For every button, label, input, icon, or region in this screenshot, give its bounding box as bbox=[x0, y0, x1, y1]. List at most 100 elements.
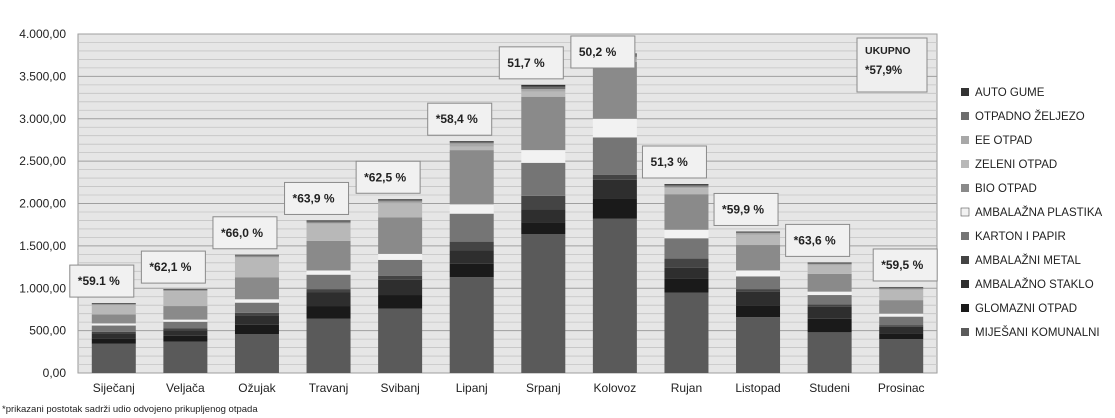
bar-segment bbox=[736, 317, 781, 373]
bar-segment bbox=[449, 263, 494, 278]
legend-swatch bbox=[961, 88, 969, 96]
legend-swatch bbox=[960, 207, 970, 217]
y-tick-label: 500,00 bbox=[29, 324, 66, 338]
y-tick-label: 3.500,00 bbox=[19, 69, 66, 83]
bar-segment bbox=[378, 275, 423, 280]
percentage-label: 50,2 % bbox=[579, 45, 617, 59]
bar-segment bbox=[306, 240, 351, 271]
bar-segment bbox=[378, 200, 423, 202]
bar-segment bbox=[592, 137, 637, 175]
bar-segment bbox=[163, 330, 208, 336]
percentage-box bbox=[140, 250, 206, 284]
bar-segment bbox=[664, 278, 709, 293]
bar-segment bbox=[91, 314, 136, 324]
bar-segment bbox=[378, 201, 423, 204]
y-tick-label: 1.000,00 bbox=[19, 281, 66, 295]
percentage-label: *59,5 % bbox=[881, 258, 923, 272]
legend-swatch bbox=[961, 280, 969, 288]
legend-label: AUTO GUME bbox=[975, 87, 1045, 99]
bar-segment bbox=[736, 289, 781, 292]
bar-segment bbox=[521, 150, 566, 163]
bar-segment bbox=[234, 257, 279, 278]
percentage-box bbox=[570, 35, 636, 69]
percentage-label: *66,0 % bbox=[221, 226, 263, 240]
bar-segment bbox=[807, 265, 852, 274]
percentage-box bbox=[498, 46, 564, 80]
bar-segment bbox=[306, 223, 351, 241]
bar-segment bbox=[91, 323, 136, 326]
y-tick-label: 0,00 bbox=[43, 366, 67, 380]
legend-label: AMBALAŽNI METAL bbox=[975, 254, 1081, 267]
legend-label: EE OTPAD bbox=[975, 135, 1032, 147]
bar-segment bbox=[449, 250, 494, 264]
bar-segment bbox=[91, 304, 136, 306]
percentage-box bbox=[641, 145, 707, 179]
bar-segment bbox=[521, 234, 566, 373]
bar-segment bbox=[736, 270, 781, 277]
legend-swatch bbox=[961, 232, 969, 240]
legend-swatch bbox=[961, 136, 969, 144]
bar-segment bbox=[879, 289, 924, 301]
bar-segment bbox=[163, 341, 208, 373]
bar-segment bbox=[807, 291, 852, 296]
legend-swatch bbox=[961, 160, 969, 168]
bar-segment bbox=[807, 306, 852, 319]
bar-segment bbox=[163, 335, 208, 342]
bar-segment bbox=[736, 276, 781, 290]
bar-segment bbox=[306, 220, 351, 222]
legend-label: BIO OTPAD bbox=[975, 183, 1037, 195]
percentage-box bbox=[212, 216, 278, 250]
bar-segment bbox=[91, 305, 136, 315]
legend-label: KARTON I PAPIR bbox=[975, 231, 1066, 243]
bar-segment bbox=[664, 186, 709, 189]
bar-segment bbox=[879, 316, 924, 326]
bar-segment bbox=[736, 233, 781, 235]
bar-segment bbox=[879, 333, 924, 340]
bar-segment bbox=[378, 259, 423, 276]
bar-segment bbox=[664, 292, 709, 373]
x-category-label: Veljača bbox=[166, 381, 205, 395]
bar-segment bbox=[807, 264, 852, 266]
bar-segment bbox=[879, 300, 924, 314]
bar-segment bbox=[521, 209, 566, 223]
percentage-label: 51,7 % bbox=[507, 56, 545, 70]
total-value: *57,9% bbox=[865, 65, 902, 77]
bar-segment bbox=[449, 150, 494, 205]
percentage-label: *58,4 % bbox=[436, 112, 478, 126]
bar-segment bbox=[91, 343, 136, 373]
legend-label: AMBALAŽNA PLASTIKA bbox=[975, 206, 1103, 219]
bar-segment bbox=[306, 306, 351, 319]
bar-segment bbox=[449, 143, 494, 147]
bar-segment bbox=[592, 118, 637, 138]
percentage-box bbox=[69, 264, 135, 298]
bar-segment bbox=[664, 267, 709, 279]
bar-segment bbox=[449, 277, 494, 373]
bar-segment bbox=[736, 291, 781, 306]
y-tick-label: 4.000,00 bbox=[19, 27, 66, 41]
percentage-box bbox=[713, 192, 779, 226]
bar-segment bbox=[807, 295, 852, 305]
bar-segment bbox=[879, 287, 924, 289]
bar-segment bbox=[378, 308, 423, 373]
total-label: UKUPNO bbox=[865, 45, 911, 57]
percentage-label: 51,3 % bbox=[650, 155, 688, 169]
x-category-label: Svibanj bbox=[380, 381, 419, 395]
bar-segment bbox=[879, 339, 924, 373]
x-category-label: Kolovoz bbox=[594, 381, 637, 395]
legend-label: ZELENI OTPAD bbox=[975, 159, 1057, 171]
legend-swatch bbox=[961, 256, 969, 264]
bar-segment bbox=[521, 86, 566, 90]
bar-segment bbox=[91, 333, 136, 339]
bar-segment bbox=[234, 255, 279, 257]
bar-segment bbox=[664, 184, 709, 185]
bar-segment bbox=[306, 318, 351, 373]
bar-segment bbox=[879, 313, 924, 317]
percentage-label: *62,1 % bbox=[149, 260, 191, 274]
y-tick-label: 2.000,00 bbox=[19, 197, 66, 211]
bar-segment bbox=[664, 229, 709, 239]
bar-segment bbox=[879, 288, 924, 290]
bar-segment bbox=[807, 304, 852, 307]
bar-segment bbox=[378, 217, 423, 254]
y-tick-label: 3.000,00 bbox=[19, 112, 66, 126]
x-category-label: Prosinac bbox=[878, 381, 925, 395]
